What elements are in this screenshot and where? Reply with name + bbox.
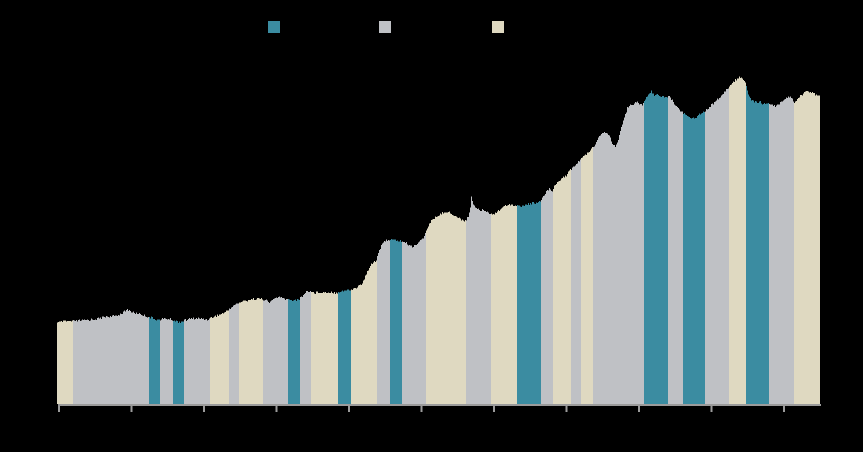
x-axis-tick [710,406,713,412]
band-gray [184,317,210,404]
x-axis-line [58,404,821,406]
band-gray [541,187,553,404]
x-axis-tick [348,406,350,412]
legend-swatch-gray [379,21,391,33]
x-axis [58,404,821,412]
x-axis-tick [783,406,785,412]
x-axis-tick [565,406,568,412]
x-axis-tick [275,406,278,412]
band-cream [210,310,229,404]
x-axis-tick [203,406,205,412]
band-teal [683,111,705,404]
band-cream [553,169,571,404]
x-axis-tick [58,406,60,412]
legend [0,0,863,40]
band-cream [581,146,593,404]
band-gray [769,96,794,405]
band-gray [593,101,644,404]
band-cream [426,211,466,404]
band-teal [173,320,184,404]
band-teal [338,289,351,404]
x-axis-tick [420,406,423,412]
band-teal [644,90,668,405]
band-teal [517,201,541,404]
band-gray [300,290,311,404]
band-cream [239,297,263,404]
band-gray [160,318,173,404]
band-cream [794,90,820,405]
band-gray [73,308,149,404]
band-teal [390,239,402,404]
band-teal [746,86,769,404]
band-teal [149,316,160,404]
band-gray [402,233,426,404]
x-axis-tick [493,406,495,412]
x-axis-tick [130,406,133,412]
band-gray [263,296,288,404]
legend-swatch-cream [492,21,504,33]
legend-swatch-teal [268,21,280,33]
x-axis-tick [638,406,640,412]
band-gray [668,96,683,404]
band-gray [466,196,491,404]
band-cream [729,76,746,404]
band-gray [705,88,729,405]
band-areas [57,76,820,405]
band-teal [288,298,300,404]
band-gray [229,303,239,404]
band-cream [57,320,73,404]
band-gray [571,159,581,404]
band-cream [351,260,377,404]
band-gray [377,239,390,404]
band-cream [311,291,338,404]
band-cream [491,203,517,404]
